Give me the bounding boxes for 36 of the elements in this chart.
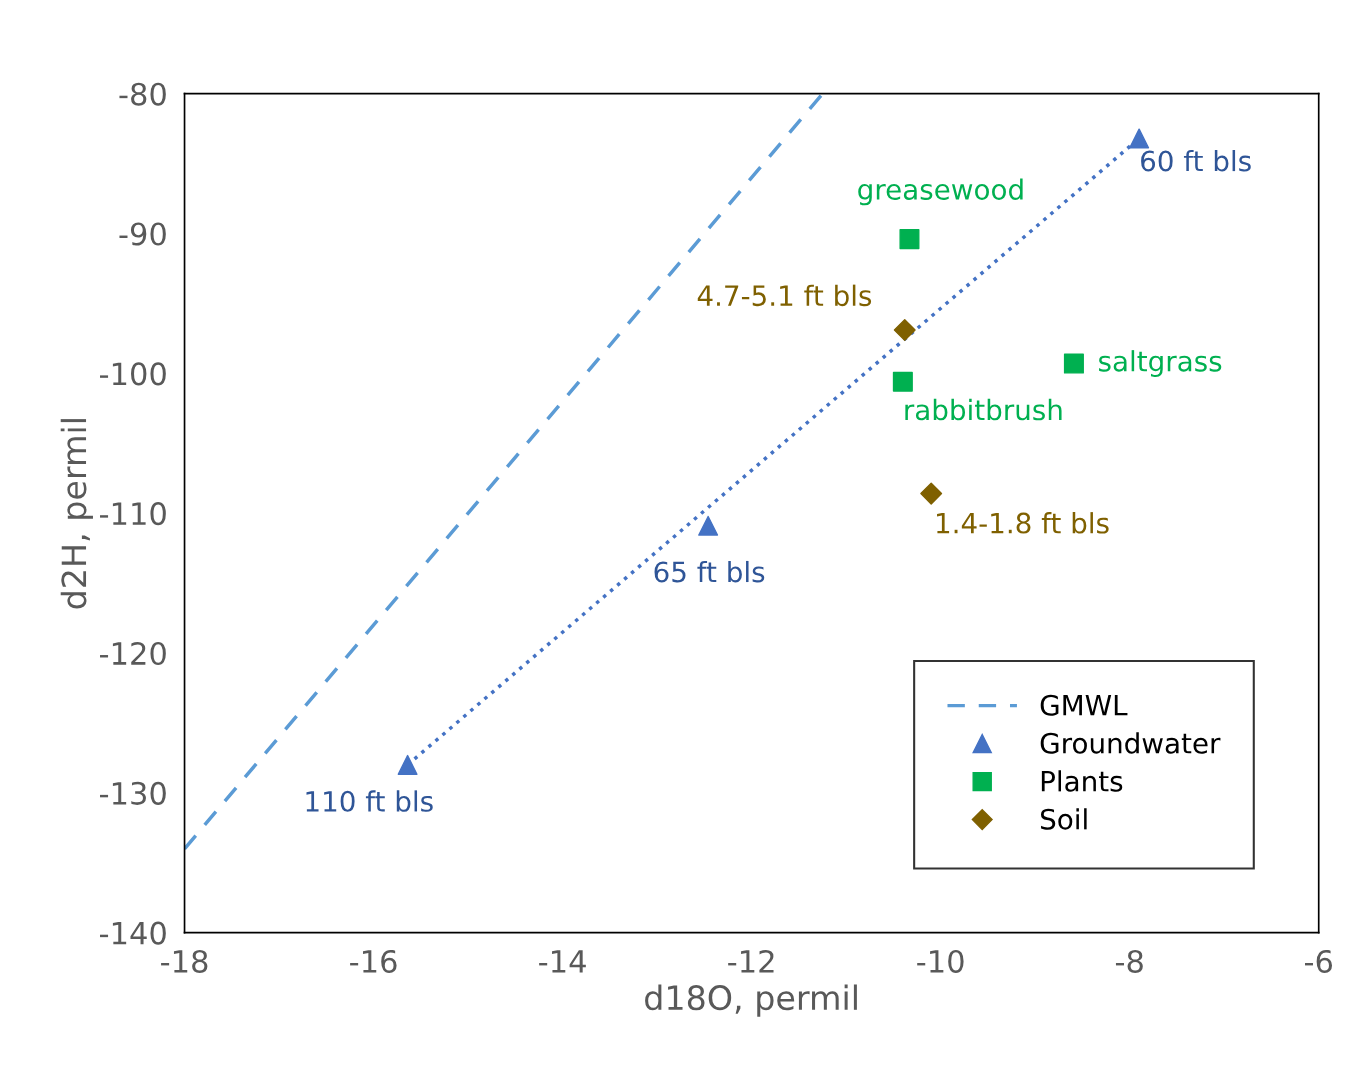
point bbox=[1063, 353, 1084, 374]
x-tick-label: -6 bbox=[1304, 949, 1333, 973]
x-tick-label: -8 bbox=[1115, 949, 1143, 973]
legend-label: Soil bbox=[1040, 808, 1087, 830]
point bbox=[893, 319, 916, 342]
point bbox=[920, 482, 943, 505]
annotation: 60 ft bls bbox=[1141, 150, 1251, 172]
x-tick-label: -12 bbox=[728, 949, 774, 973]
y-axis-title: d2H, permil bbox=[60, 419, 93, 609]
x-tick-label: -10 bbox=[917, 949, 964, 973]
y-tick-label: -120 bbox=[100, 641, 166, 666]
point bbox=[899, 229, 920, 250]
y-tick-label: -110 bbox=[100, 502, 166, 526]
y-tick-label: -90 bbox=[119, 222, 166, 246]
y-tick-label: -80 bbox=[119, 82, 166, 106]
annotation: 1.4-1.8 ft bls bbox=[937, 512, 1109, 534]
legend-label: Plants bbox=[1041, 770, 1123, 792]
annotation: 65 ft bls bbox=[654, 560, 765, 583]
x-axis-title: d18O, permil bbox=[645, 984, 857, 1017]
x-tick-label: -16 bbox=[350, 949, 397, 973]
point bbox=[397, 754, 418, 775]
annotation: greasewood bbox=[858, 178, 1023, 206]
annotation: 4.7-5.1 ft bls bbox=[697, 284, 872, 307]
y-tick-label: -140 bbox=[100, 921, 166, 945]
point bbox=[892, 371, 913, 392]
y-tick-label: -130 bbox=[100, 781, 166, 805]
annotation: rabbitbrush bbox=[905, 398, 1062, 421]
point bbox=[698, 515, 719, 536]
x-tick-label: -18 bbox=[161, 949, 208, 973]
legend-label: Groundwater bbox=[1040, 732, 1221, 754]
legend-label: GMWL bbox=[1040, 694, 1128, 716]
annotation: saltgrass bbox=[1099, 350, 1222, 378]
x-tick-label: -14 bbox=[539, 950, 586, 973]
annotation: 110 ft bls bbox=[306, 790, 433, 812]
y-tick-label: -100 bbox=[100, 362, 166, 386]
point bbox=[1129, 128, 1150, 149]
